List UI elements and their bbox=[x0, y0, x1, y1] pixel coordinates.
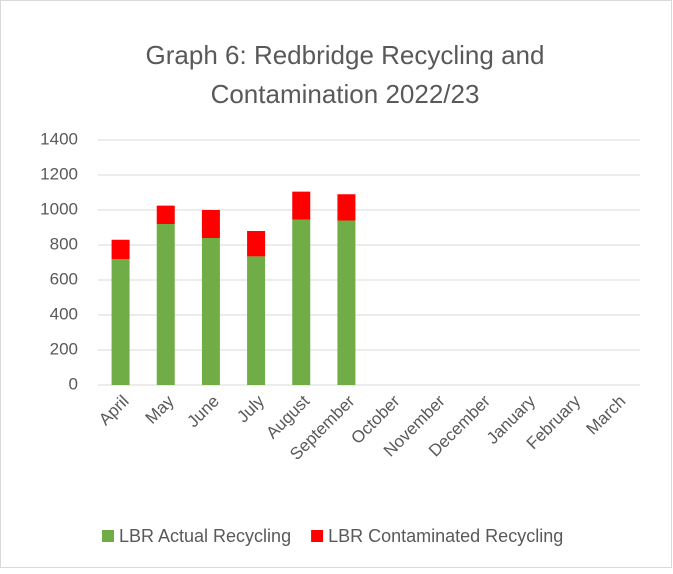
legend-swatch bbox=[311, 530, 324, 542]
bar-segment bbox=[337, 220, 356, 385]
bar-segment bbox=[156, 224, 175, 385]
legend-label: LBR Contaminated Recycling bbox=[328, 526, 563, 546]
bar-segment bbox=[111, 239, 130, 259]
y-tick-label: 1400 bbox=[40, 129, 78, 148]
y-tick-label: 800 bbox=[50, 234, 78, 253]
bar-segment bbox=[247, 256, 266, 385]
bar-segment bbox=[111, 259, 130, 385]
legend-label: LBR Actual Recycling bbox=[119, 526, 291, 546]
bar-segment bbox=[201, 238, 220, 385]
bar-segment bbox=[156, 205, 175, 224]
bar-segment bbox=[337, 194, 356, 221]
y-tick-label: 0 bbox=[69, 374, 78, 393]
bar-segment bbox=[292, 219, 311, 385]
y-tick-label: 600 bbox=[50, 269, 78, 288]
legend-swatch bbox=[102, 530, 114, 542]
y-tick-label: 1200 bbox=[40, 164, 78, 183]
bar-segment bbox=[201, 210, 220, 238]
y-tick-label: 200 bbox=[50, 339, 78, 358]
y-tick-label: 400 bbox=[50, 304, 78, 323]
bar-segment bbox=[247, 231, 266, 257]
chart-title: Contamination 2022/23 bbox=[211, 79, 480, 109]
y-tick-label: 1000 bbox=[40, 199, 78, 218]
bar-segment bbox=[292, 191, 311, 220]
chart-title: Graph 6: Redbridge Recycling and bbox=[146, 40, 545, 70]
